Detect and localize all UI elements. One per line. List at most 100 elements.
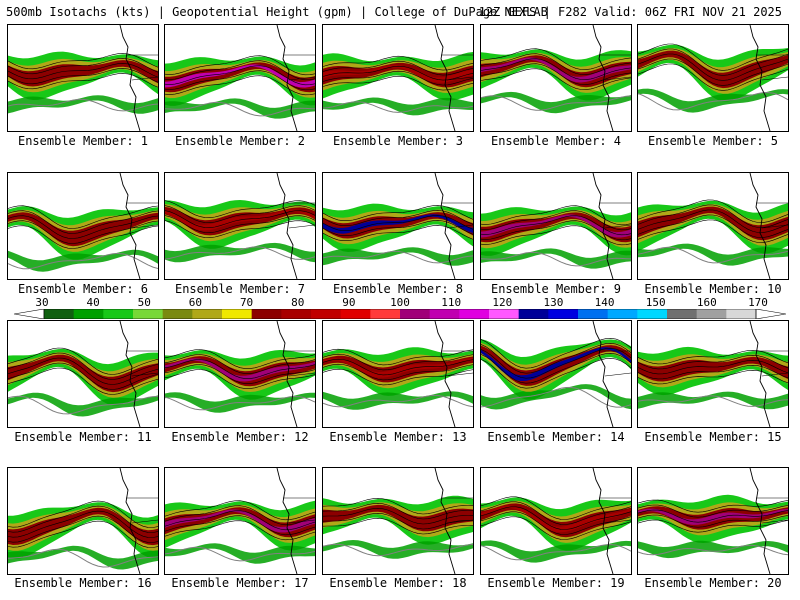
jet-core [481,347,631,381]
colorbar-tick-label: 130 [543,296,564,309]
isotach-field [481,468,631,574]
colorbar-swatch [429,309,460,319]
coastline [119,468,141,574]
ensemble-member-label: Ensemble Member: 1 [17,134,149,148]
colorbar-tick-label: 60 [188,296,203,309]
colorbar-tick-label: 140 [594,296,615,309]
ensemble-member-map [637,320,789,428]
height-contour-grey [8,98,158,112]
colorbar-tick-label: 50 [137,296,151,309]
isotach-field [638,468,788,574]
height-contour-grey [165,395,315,411]
colorbar-swatch [459,309,490,319]
jet-core [323,214,473,234]
coastline [276,321,298,427]
ensemble-member-label: Ensemble Member: 15 [644,430,782,444]
ensemble-member-label: Ensemble Member: 6 [17,282,149,296]
state-borders [283,202,315,229]
state-borders [126,54,158,81]
colorbar-swatch [340,309,371,319]
ensemble-member-label: Ensemble Member: 19 [487,576,625,590]
height-contour-grey [638,246,788,264]
colorbar-swatch [311,309,342,319]
height-contour-grey [481,251,631,267]
height-contour [481,501,631,525]
state-borders [756,350,788,377]
coastline [119,25,141,131]
height-contour [8,225,158,249]
height-contour [638,369,788,385]
ensemble-member-label: Ensemble Member: 18 [329,576,467,590]
isotach-band-secondary [481,91,631,114]
colorbar-swatch [607,309,638,319]
ensemble-member-map [637,172,789,280]
ensemble-member-map [164,320,316,428]
state-borders [599,202,631,229]
isotach-band-secondary [8,95,158,114]
isotach-band-jet [165,62,315,93]
height-contour [165,349,315,369]
coastline [119,321,141,427]
height-contour [481,53,631,75]
height-contour [638,354,788,370]
height-contour [323,497,473,515]
colorbar-swatch [192,309,223,319]
coastline [434,25,456,131]
colorbar-tick-label: 70 [239,296,254,309]
height-contour [8,352,158,380]
ensemble-member-label: Ensemble Member: 20 [644,576,782,590]
coastline [434,321,456,427]
ensemble-member-map [637,467,789,575]
height-contour-grey [638,91,788,111]
height-contour [165,220,315,239]
height-contour [638,53,788,81]
isotach-band-jet [165,356,315,387]
state-borders [441,54,473,81]
state-borders [283,54,315,81]
height-contour [481,337,631,369]
height-contour [8,210,158,234]
isotach-field [165,468,315,574]
height-contour [8,63,158,80]
ensemble-member-map [480,320,632,428]
isotach-band-jet [638,356,788,382]
state-borders [283,350,315,377]
height-contour [638,519,788,533]
colorbar-swatch [667,309,698,319]
height-contour [638,199,788,223]
height-contour [323,205,473,221]
coastline [749,25,771,131]
colorbar-tick-label: 120 [492,296,513,309]
isotach-band-secondary [481,248,631,269]
colorbar-swatch [281,309,312,319]
height-contour [323,60,473,76]
height-contour [165,500,315,521]
height-contour [481,506,631,530]
height-contour [481,68,631,90]
isotach-field [8,25,158,131]
height-contour [638,209,788,233]
colorbar-swatch [637,309,668,319]
height-contour [638,509,788,523]
height-contour [323,55,473,71]
ensemble-member-map [164,24,316,132]
height-contour [323,225,473,241]
state-borders [126,497,158,524]
isotach-field [8,468,158,574]
colorbar-tick-label: 80 [291,296,305,309]
colorbar-tick-label: 90 [342,296,356,309]
height-contour [638,219,788,243]
colorbar-swatch [400,309,431,319]
jet-core [165,509,315,533]
coastline [749,468,771,574]
height-contour [481,357,631,389]
isotach-band-secondary [481,384,631,410]
ensemble-member-map [7,320,159,428]
colorbar-swatch [696,309,727,319]
jet-core [8,214,158,242]
height-contour [165,510,315,531]
ensemble-member-label: Ensemble Member: 5 [647,134,779,148]
height-contour [481,210,631,231]
height-contour [165,215,315,234]
ensemble-member-label: Ensemble Member: 17 [171,576,309,590]
